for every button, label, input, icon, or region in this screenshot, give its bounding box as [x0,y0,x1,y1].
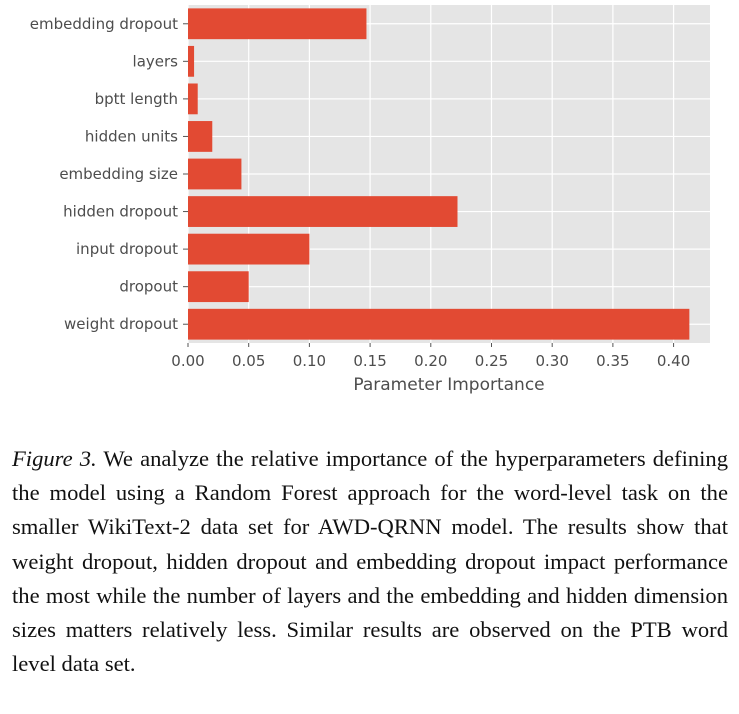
x-tick-label: 0.35 [596,352,629,370]
figure-caption: Figure 3. We analyze the relative import… [12,442,728,681]
x-tick-label: 0.25 [475,352,508,370]
bar-dropout [188,271,249,303]
y-tick-label: hidden units [85,127,178,145]
y-tick-label: dropout [119,278,178,296]
chart-figure: 0.00 0.05 0.10 0.15 0.20 0.25 0.30 0.35 0.40 embe… [30,5,710,395]
bar-chart: 0.00 0.05 0.10 0.15 0.20 0.25 0.30 0.35 0.40 embe… [30,5,710,395]
x-tick-label: 0.30 [535,352,568,370]
y-tick-label: hidden dropout [63,203,178,221]
x-tick-label: 0.40 [657,352,690,370]
y-tick-label: input dropout [76,240,178,258]
bar-layers [188,45,195,77]
caption-text: We analyze the relative importance of th… [12,446,729,677]
chart-svg: 0.00 0.05 0.10 0.15 0.20 0.25 0.30 0.35 0.40 embe… [30,5,710,395]
y-tick-label: layers [133,52,179,70]
x-axis-title: Parameter Importance [353,375,544,395]
bar-embedding-size [188,158,242,190]
bar-hidden-units [188,121,213,152]
x-tick-label: 0.10 [293,352,326,370]
x-tick-label: 0.05 [232,352,265,370]
bar-bptt-length [188,83,198,115]
x-tick-label: 0.00 [171,352,204,370]
y-tick-label: embedding dropout [30,15,178,33]
figure-label: Figure 3. [12,446,97,471]
y-tick-label: embedding size [59,165,178,183]
y-tick-label: bptt length [95,90,178,108]
x-tick-label: 0.20 [414,352,447,370]
bar-input-dropout [188,233,310,265]
y-tick-label: weight dropout [64,315,178,333]
x-tick-label: 0.15 [353,352,386,370]
bar-embedding-dropout [188,8,367,40]
bar-weight-dropout [188,308,690,340]
bar-hidden-dropout [188,196,458,227]
